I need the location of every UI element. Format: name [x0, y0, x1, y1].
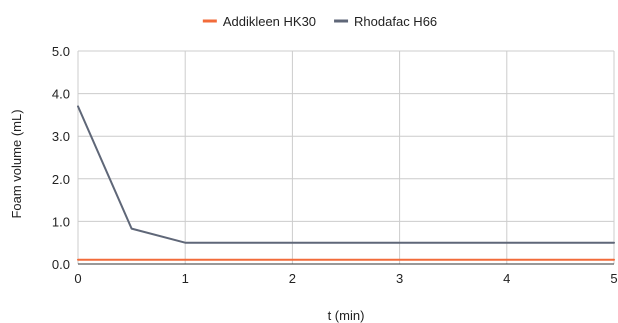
legend-item: Rhodafac H66 [334, 14, 437, 29]
gridlines [77, 50, 615, 265]
y-tick-label: 1.0 [52, 214, 70, 229]
x-tick-label: 4 [503, 271, 510, 286]
legend-label: Addikleen HK30 [223, 14, 316, 29]
y-tick-label: 4.0 [52, 87, 70, 102]
y-tick-label: 2.0 [52, 172, 70, 187]
legend-label: Rhodafac H66 [354, 14, 437, 29]
y-tick-label: 3.0 [52, 129, 70, 144]
x-tick-label: 3 [396, 271, 403, 286]
x-tick-label: 2 [289, 271, 296, 286]
legend-item: Addikleen HK30 [202, 14, 316, 29]
y-tick-label: 0.0 [52, 257, 70, 272]
x-tick-label: 0 [74, 271, 81, 286]
y-axis-ticks: 0.0 1.0 2.0 3.0 4.0 5.0 [52, 44, 70, 272]
series-lines [77, 105, 615, 261]
series-line-rhodafac-h66 [77, 105, 615, 244]
x-axis-ticks: 0 1 2 3 4 5 [74, 271, 617, 286]
y-tick-label: 5.0 [52, 44, 70, 59]
x-tick-label: 5 [610, 271, 617, 286]
x-axis-title: t (min) [328, 308, 365, 323]
x-tick-label: 1 [182, 271, 189, 286]
y-axis-title: Foam volume (mL) [9, 109, 24, 218]
legend: Addikleen HK30 Rhodafac H66 [202, 14, 437, 29]
